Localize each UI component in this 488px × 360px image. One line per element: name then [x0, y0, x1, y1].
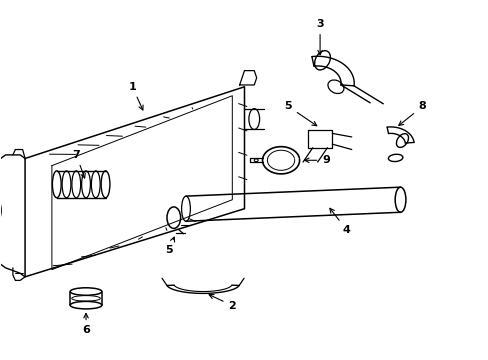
- Text: 4: 4: [329, 208, 350, 235]
- Text: 5: 5: [165, 237, 174, 255]
- Text: 5: 5: [284, 102, 316, 126]
- Text: 1: 1: [128, 82, 143, 110]
- Text: 9: 9: [304, 155, 330, 165]
- Text: 3: 3: [316, 19, 323, 55]
- Text: 8: 8: [398, 102, 426, 126]
- Text: 6: 6: [82, 314, 90, 335]
- Text: 2: 2: [209, 294, 236, 311]
- Text: 7: 7: [72, 150, 85, 178]
